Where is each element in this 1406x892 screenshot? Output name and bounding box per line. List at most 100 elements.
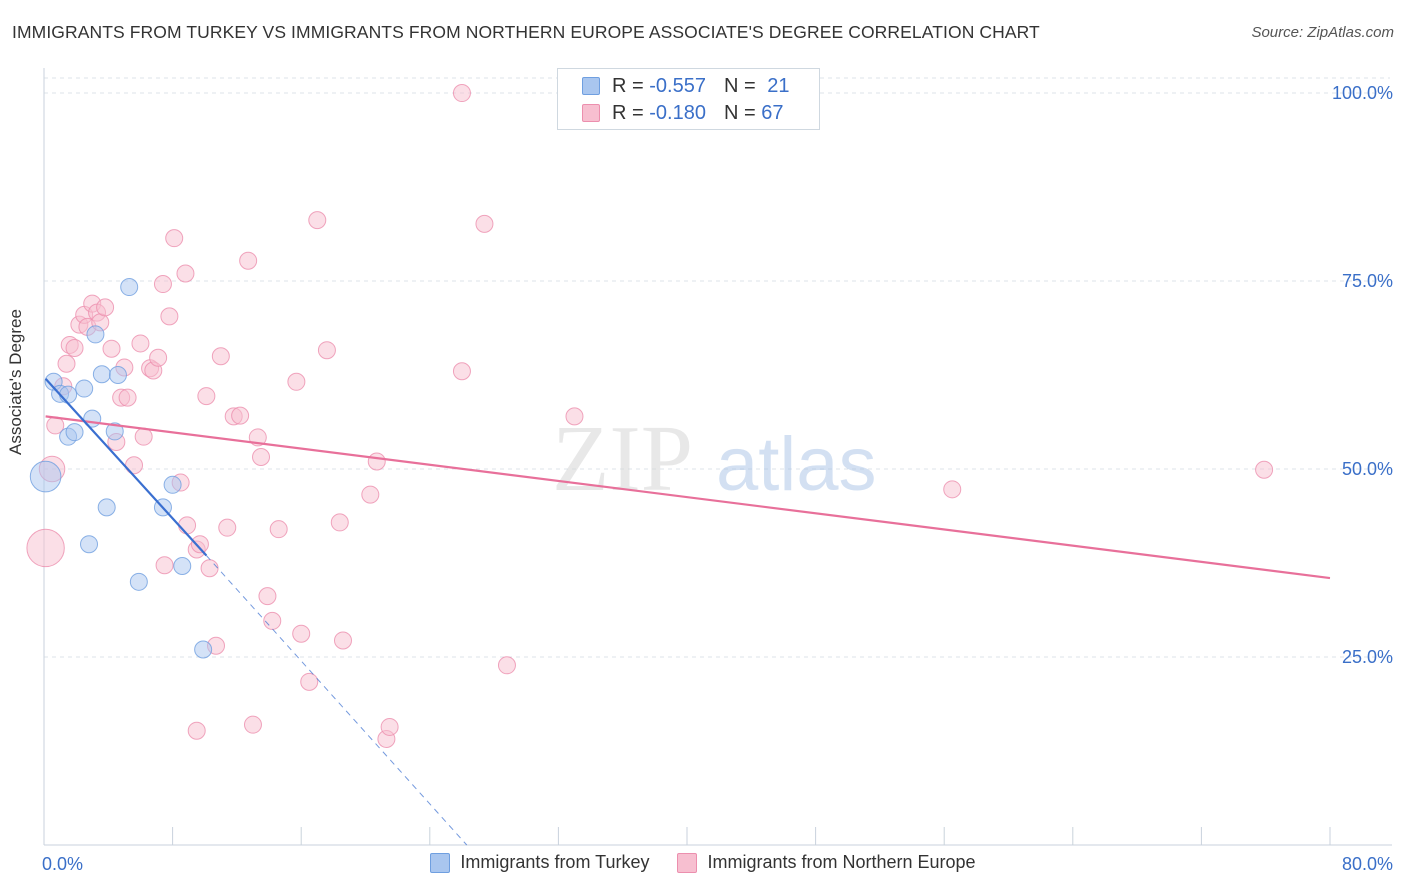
point-northern-europe (452, 362, 471, 381)
point-northern-europe (239, 251, 258, 270)
point-northern-europe (287, 372, 306, 391)
y-tick-label: 100.0% (1332, 83, 1393, 103)
legend-n-label: N = (723, 101, 756, 124)
point-turkey (86, 325, 105, 344)
point-turkey (65, 423, 84, 442)
point-turkey (80, 535, 99, 554)
point-northern-europe (565, 407, 584, 426)
point-northern-europe (155, 556, 174, 575)
point-northern-europe (57, 354, 76, 373)
point-northern-europe (176, 264, 195, 283)
point-turkey (105, 422, 124, 441)
watermark: ZIP atlas (552, 407, 877, 511)
point-turkey (163, 475, 182, 494)
point-northern-europe (190, 535, 209, 554)
point-northern-europe (134, 427, 153, 446)
point-northern-europe (153, 275, 172, 294)
point-turkey (97, 498, 116, 517)
trend-line-turkey (44, 378, 208, 557)
legend-n-label: N = (723, 74, 756, 97)
series-northern-europe (26, 84, 1274, 748)
point-northern-europe (943, 480, 962, 499)
point-northern-europe (96, 298, 115, 317)
point-northern-europe (330, 513, 349, 532)
point-northern-europe (125, 456, 144, 475)
legend-n-value-turkey: 21 (767, 74, 790, 97)
trend-line-turkey-extension (205, 555, 468, 846)
point-northern-europe (263, 611, 282, 630)
point-northern-europe (200, 559, 219, 578)
legend-row-turkey: R = -0.557 N = 21 (582, 74, 789, 98)
tick-labels: 25.0% 50.0% 75.0% 100.0% 0.0% 80.0% (42, 83, 1393, 874)
point-northern-europe (149, 348, 168, 367)
legend-swatch-northern-europe (582, 104, 600, 122)
point-northern-europe (333, 631, 352, 650)
legend-r-value-turkey: -0.557 (649, 74, 706, 97)
point-turkey (173, 557, 192, 576)
legend-swatch-northern-europe (677, 852, 698, 873)
point-turkey (129, 572, 148, 591)
point-turkey (29, 460, 62, 493)
correlation-legend: R = -0.557 N = 21 R = -0.180 N = 67 (557, 68, 820, 130)
point-turkey (75, 379, 94, 398)
point-northern-europe (231, 406, 250, 425)
legend-label-northern-europe: Immigrants from Northern Europe (707, 852, 976, 872)
legend-item-turkey: Immigrants from Turkey (430, 852, 649, 873)
legend-swatch-turkey (430, 852, 451, 873)
trend-line-northern-europe (45, 415, 1331, 580)
watermark-atlas: atlas (716, 422, 877, 507)
chart-title: IMMIGRANTS FROM TURKEY VS IMMIGRANTS FRO… (12, 22, 1040, 42)
legend-n-value-northern-europe: 67 (761, 101, 784, 124)
point-northern-europe (1255, 460, 1274, 479)
y-axis-label: Associate's Degree (6, 309, 25, 455)
point-northern-europe (187, 721, 206, 740)
point-northern-europe (300, 672, 319, 691)
trend-lines (44, 378, 1331, 846)
legend-r-label: R = (612, 101, 644, 124)
legend-r-label: R = (612, 74, 644, 97)
point-northern-europe (317, 341, 336, 360)
point-northern-europe (160, 307, 179, 326)
point-northern-europe (252, 447, 271, 466)
point-northern-europe (380, 717, 399, 736)
point-turkey (59, 385, 78, 404)
gridlines (44, 77, 1390, 658)
legend-r-value-northern-europe: -0.180 (649, 101, 706, 124)
point-turkey (194, 640, 213, 659)
point-northern-europe (26, 528, 65, 568)
legend-swatch-turkey (582, 77, 600, 95)
point-northern-europe (258, 587, 277, 606)
legend-label-turkey: Immigrants from Turkey (460, 852, 650, 872)
point-northern-europe (452, 84, 471, 103)
point-northern-europe (367, 452, 386, 471)
point-turkey (108, 366, 127, 385)
source-label: Source: ZipAtlas.com (1251, 24, 1394, 41)
point-northern-europe (308, 211, 327, 230)
series-legend: Immigrants from Turkey Immigrants from N… (0, 852, 1406, 873)
point-northern-europe (102, 339, 121, 358)
point-northern-europe (361, 485, 380, 504)
point-northern-europe (118, 388, 137, 407)
y-tick-label: 25.0% (1342, 647, 1393, 667)
y-tick-label: 75.0% (1342, 271, 1393, 291)
legend-row-northern-europe: R = -0.180 N = 67 (582, 101, 783, 125)
point-northern-europe (269, 520, 288, 539)
point-turkey (120, 278, 139, 297)
y-tick-label: 50.0% (1342, 459, 1393, 479)
point-northern-europe (211, 347, 230, 366)
point-northern-europe (165, 229, 184, 248)
point-northern-europe (243, 715, 262, 734)
x-tick-label: 80.0% (1342, 854, 1393, 874)
point-northern-europe (218, 518, 237, 537)
x-tick-label: 0.0% (42, 854, 83, 874)
point-northern-europe (497, 656, 516, 675)
point-northern-europe (292, 624, 311, 643)
point-turkey (92, 365, 111, 384)
point-northern-europe (178, 516, 197, 535)
axes (43, 68, 1392, 846)
legend-item-northern-europe: Immigrants from Northern Europe (677, 852, 976, 873)
point-northern-europe (65, 338, 84, 357)
series-turkey (29, 278, 213, 659)
point-northern-europe (131, 334, 150, 353)
